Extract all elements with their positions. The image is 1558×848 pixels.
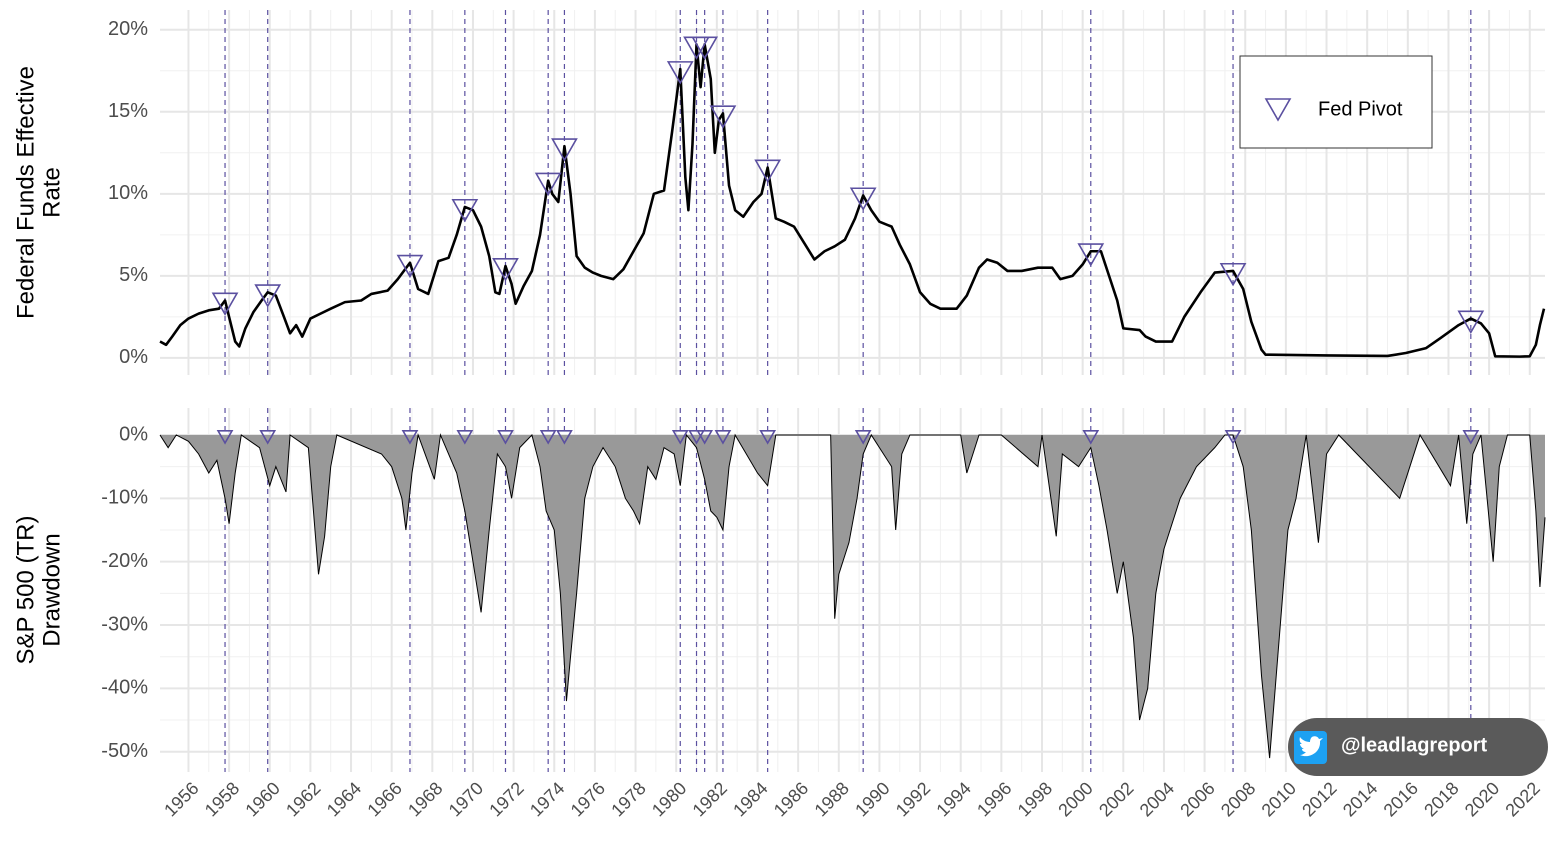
pivot-marker <box>556 429 573 445</box>
y-tick-label: 10% <box>108 182 148 204</box>
rate-line <box>159 43 1546 358</box>
y-tick-label: -50% <box>101 740 148 762</box>
pivot-marker <box>1077 243 1105 267</box>
legend-label: Fed Pivot <box>1318 98 1403 120</box>
y-tick-label: 20% <box>108 18 148 40</box>
pivot-marker <box>854 429 872 445</box>
y-tick-label: -40% <box>101 677 148 699</box>
pivot-marker <box>254 284 282 308</box>
y-tick-label: 5% <box>119 264 148 286</box>
watermark-text: @leadlagreport <box>1341 734 1488 756</box>
y-tick-label: -10% <box>101 487 148 509</box>
pivot-marker <box>688 429 705 445</box>
y-tick-label: -30% <box>101 613 148 635</box>
pivot-marker <box>849 187 877 211</box>
y-axis-title: Drawdown <box>38 533 65 646</box>
y-tick-label: -20% <box>101 550 148 572</box>
twitter-bird <box>1299 736 1323 757</box>
pivot-marker <box>451 198 479 223</box>
pivot-marker <box>396 254 424 279</box>
pivot-marker <box>671 429 689 445</box>
watermark: @leadlagreport <box>1288 718 1548 776</box>
pivot-marker <box>456 429 474 445</box>
legend-box <box>1239 55 1433 149</box>
watermark-pill <box>1288 718 1548 776</box>
pivot-marker <box>401 429 419 445</box>
pivot-marker <box>666 61 694 85</box>
y-axis-title: Rate <box>38 167 65 218</box>
y-axis-title: Federal Funds Effective <box>12 66 39 319</box>
y-axis-title: S&P 500 (TR) <box>12 516 39 665</box>
pivot-marker <box>709 105 737 129</box>
pivot-marker <box>759 429 777 445</box>
pivot-marker <box>216 429 234 445</box>
pivot-marker <box>211 292 239 316</box>
pivot-marker <box>1462 429 1480 445</box>
pivot-marker <box>1224 429 1242 445</box>
pivot-marker <box>1082 429 1100 445</box>
y-tick-label: 15% <box>108 100 148 122</box>
legend: Fed Pivot <box>1239 55 1433 149</box>
pivot-marker <box>1457 310 1485 334</box>
pivot-marker <box>754 159 782 183</box>
pivot-marker <box>691 36 719 60</box>
y-tick-label: 0% <box>119 346 148 368</box>
pivot-marker <box>259 429 277 445</box>
y-tick-label: 0% <box>119 423 148 445</box>
pivot-marker <box>492 258 519 282</box>
pivot-marker <box>714 429 732 445</box>
pivot-marker <box>696 429 714 445</box>
pivot-marker <box>539 429 557 445</box>
legend-marker <box>1264 98 1292 122</box>
pivot-marker <box>551 138 578 162</box>
pivot-marker <box>497 429 514 445</box>
pivot-marker <box>534 172 562 197</box>
drawdown-area-fill <box>160 434 1545 759</box>
pivot-marker <box>1219 262 1247 287</box>
drawdown-area <box>159 433 1546 759</box>
